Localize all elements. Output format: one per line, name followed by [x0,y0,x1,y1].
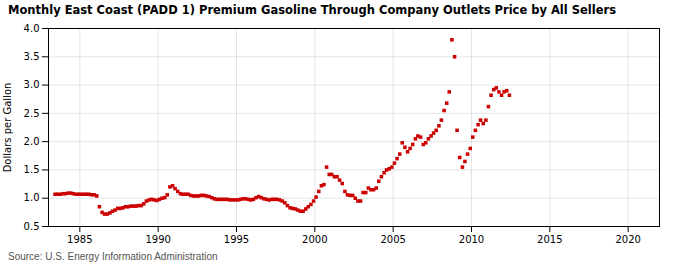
svg-text:1.5: 1.5 [24,164,40,175]
svg-text:2.0: 2.0 [24,136,40,147]
svg-text:2020: 2020 [615,234,640,245]
html-text:Source: U.S. Energy Informatio: Source: U.S. Energy Information Administ… [8,251,218,262]
svg-text:4.0: 4.0 [24,23,40,34]
svg-text:2.5: 2.5 [24,108,40,119]
html-text:Monthly East Coast (PADD 1) Pr: Monthly East Coast (PADD 1) Premium Gaso… [8,3,616,17]
svg-text:0.5: 0.5 [24,221,40,232]
svg-text:Dollars per Gallon: Dollars per Gallon [2,83,13,173]
svg-text:1985: 1985 [67,234,92,245]
svg-text:1.0: 1.0 [24,192,40,203]
svg-text:2005: 2005 [380,234,405,245]
svg-text:2015: 2015 [537,234,562,245]
svg-text:3.0: 3.0 [24,79,40,90]
svg-text:1995: 1995 [224,234,249,245]
svg-text:2010: 2010 [459,234,484,245]
svg-text:1990: 1990 [145,234,170,245]
svg-text:3.5: 3.5 [24,51,40,62]
svg-text:2000: 2000 [302,234,327,245]
